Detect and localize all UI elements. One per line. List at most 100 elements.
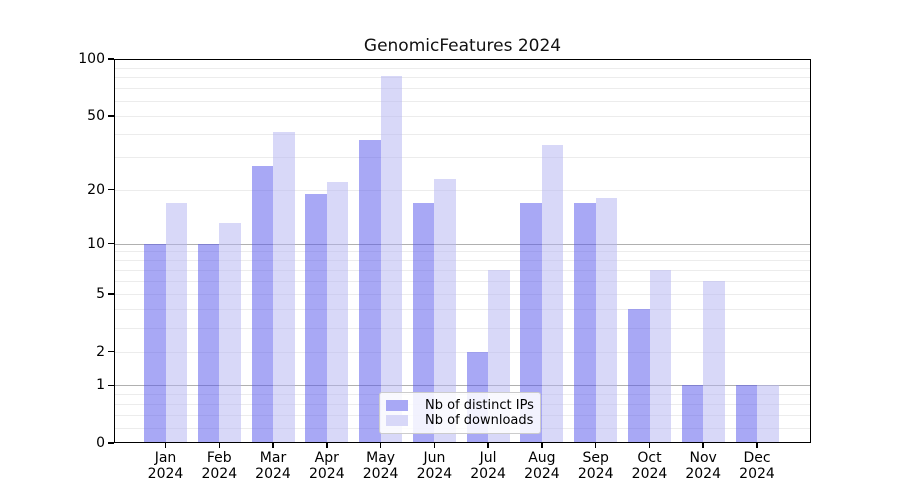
x-tick-mark-mar [272,443,274,448]
bar-may-downloads [380,76,403,443]
x-tick-label-nov: Nov 2024 [671,450,735,482]
x-tick-year-may: 2024 [362,465,399,482]
gridline-minor-30 [114,157,811,159]
x-tick-label-apr: Apr 2024 [295,450,359,482]
x-tick-label-mar: Mar 2024 [241,450,305,482]
bar-oct-downloads [649,270,671,443]
y-tick-mark-100 [108,58,114,60]
bar-mar-downloads [273,132,295,443]
legend-item-downloads: Nb of downloads [386,413,534,428]
y-tick-mark-10 [108,242,114,245]
x-tick-month-apr: Apr [314,450,339,466]
bar-mar-distinct-ips [251,165,273,443]
x-tick-year-aug: 2024 [524,465,560,482]
gridline-minor-9 [114,251,811,253]
x-tick-label-sep: Sep 2024 [564,450,628,482]
x-tick-mark-jun [433,443,436,448]
x-tick-label-feb: Feb 2024 [187,450,251,482]
bar-jun-downloads [434,178,456,443]
x-tick-mark-feb [218,443,221,448]
x-tick-month-jun: Jun [423,450,446,466]
legend-swatch-downloads [386,415,408,426]
x-tick-mark-jul [487,443,489,448]
x-tick-mark-nov [702,443,704,448]
y-tick-label-2: 2 [96,343,105,360]
x-tick-month-dec: Dec [743,450,771,466]
gridline-minor-60 [114,101,811,102]
bar-jan-distinct-ips [144,243,166,443]
y-tick-mark-5 [108,293,114,295]
gridline-minor-2 [114,351,811,353]
x-tick-year-feb: 2024 [201,465,238,482]
gridline-minor-50 [114,115,811,117]
x-tick-label-jan: Jan 2024 [134,450,198,482]
bar-jan-downloads [165,202,187,443]
gridline-minor-70 [114,88,811,90]
bar-apr-distinct-ips [305,193,327,443]
bar-nov-distinct-ips [681,385,704,443]
legend-item-distinct-ips: Nb of distinct IPs [386,398,534,413]
bar-feb-downloads [219,223,241,443]
x-tick-year-apr: 2024 [308,465,345,482]
gridline-minor-8 [114,260,811,262]
legend-label-distinct-ips: Nb of distinct IPs [425,398,534,413]
x-tick-year-jun: 2024 [416,465,453,482]
gridline-major-10 [114,243,811,245]
chart-title: GenomicFeatures 2024 [363,36,562,56]
bar-apr-downloads [326,182,349,443]
y-tick-label-5: 5 [96,285,105,302]
x-tick-year-dec: 2024 [739,465,775,482]
bar-feb-distinct-ips [197,243,220,443]
x-tick-year-sep: 2024 [577,465,614,482]
gridline-minor-40 [114,134,811,135]
x-tick-year-mar: 2024 [255,465,291,482]
x-tick-month-jul: Jul [479,450,497,466]
bar-dec-distinct-ips [735,385,757,443]
x-tick-label-jul: Jul 2024 [456,450,520,482]
bar-sep-distinct-ips [574,202,596,443]
y-tick-mark-0 [108,442,114,444]
y-tick-mark-1 [108,384,114,387]
x-tick-month-may: May [366,450,396,466]
x-tick-label-dec: Dec 2024 [725,450,789,482]
x-tick-label-jun: Jun 2024 [402,450,466,482]
x-tick-month-nov: Nov [689,450,717,466]
y-tick-label-20: 20 [87,181,105,198]
gridline-minor-5 [114,293,811,295]
x-tick-mark-may [379,443,382,448]
gridline-minor-7 [114,270,811,271]
x-tick-mark-apr [326,443,328,448]
gridline-minor-4 [114,309,811,311]
x-tick-label-oct: Oct 2024 [618,450,682,482]
plot-area [114,59,811,443]
bar-aug-distinct-ips [520,202,542,443]
x-tick-mark-sep [594,443,597,448]
x-tick-mark-oct [648,443,651,448]
gridline-minor-20 [114,189,811,191]
bar-oct-distinct-ips [628,309,650,443]
y-tick-label-10: 10 [87,235,105,252]
x-tick-year-jan: 2024 [147,465,184,482]
legend-label-downloads: Nb of downloads [425,413,534,428]
bar-dec-downloads [757,385,779,443]
y-tick-label-100: 100 [78,51,105,67]
y-tick-label-0: 0 [96,435,105,451]
bar-jun-distinct-ips [412,202,435,443]
x-tick-month-mar: Mar [259,450,287,466]
y-tick-mark-50 [108,115,114,117]
y-tick-label-50: 50 [87,107,105,124]
x-tick-month-sep: Sep [582,450,609,466]
x-tick-mark-aug [541,443,543,448]
y-tick-mark-2 [108,350,114,353]
legend-swatch-distinct-ips [386,400,408,411]
x-tick-mark-dec [756,443,758,448]
gridline-minor-6 [114,281,811,283]
y-tick-label-1: 1 [96,377,105,394]
gridline-minor-90 [114,67,811,69]
x-tick-month-feb: Feb [206,450,232,466]
bar-nov-downloads [703,281,725,443]
x-tick-mark-jan [164,443,167,448]
bar-sep-downloads [595,198,618,443]
x-tick-month-oct: Oct [637,450,662,466]
